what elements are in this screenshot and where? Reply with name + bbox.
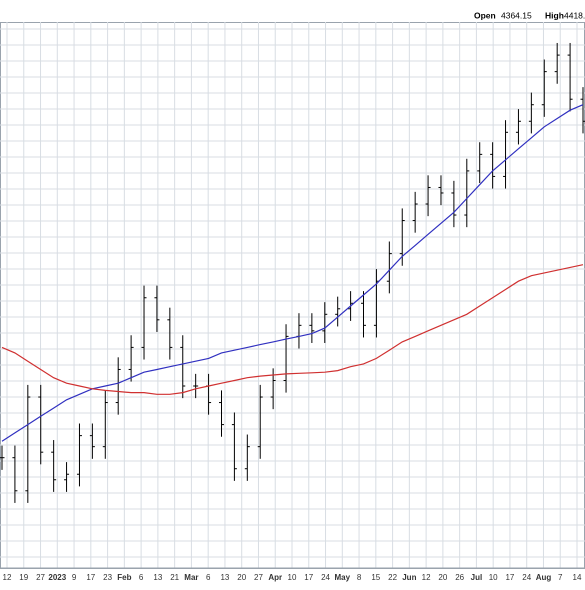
x-tick-label: 15 [371,573,380,582]
x-tick-label: 8 [357,573,362,582]
x-tick-label: Jul [471,573,483,582]
x-tick-label: Aug [536,573,552,582]
x-tick-label: 12 [422,573,431,582]
moving-average-200-line [1,264,584,395]
x-tick-label: 12 [3,573,12,582]
x-tick-label: 20 [237,573,246,582]
x-tick-label: 13 [153,573,162,582]
x-tick-label: 6 [206,573,211,582]
x-tick-label: 21 [170,573,179,582]
x-tick-label: Mar [184,573,198,582]
x-tick-label: 14 [573,573,582,582]
x-tick-label: 17 [505,573,514,582]
x-tick-label: Jun [402,573,416,582]
x-tick-label: 13 [220,573,229,582]
open-value: 4364.15 [501,11,532,21]
x-tick-label: 26 [455,573,464,582]
x-tick-label: 17 [304,573,313,582]
x-tick-label: Feb [117,573,131,582]
x-tick-label: Apr [268,573,282,582]
x-tick-label: 27 [36,573,45,582]
x-tick-label: 9 [72,573,77,582]
ohlc-header: Open 4364.15 High 4418.6 [0,8,585,22]
x-tick-label: 19 [19,573,28,582]
x-tick-label: 23 [103,573,112,582]
x-tick-label: 10 [288,573,297,582]
high-value: 4418.6 [564,11,585,21]
high-label: High [545,11,564,21]
x-tick-label: 7 [558,573,563,582]
x-tick-label: 20 [438,573,447,582]
open-label: Open [474,11,496,21]
x-tick-label: 22 [388,573,397,582]
grid [0,22,585,569]
x-tick-label: May [335,573,351,582]
moving-average-50-line [1,104,584,442]
x-tick-label: 10 [489,573,498,582]
x-tick-label: 6 [139,573,144,582]
header-background [0,8,585,22]
x-tick-label: 2023 [48,573,66,582]
x-tick-label: 17 [86,573,95,582]
series-layer [0,42,585,503]
x-tick-label: 24 [321,573,330,582]
x-tick-label: 27 [254,573,263,582]
x-tick-label: 24 [522,573,531,582]
x-axis: 12 19 27 2023 9 17 23 Feb 6 13 21 Mar 6 13 20 27 Apr 10 17… [0,567,585,582]
